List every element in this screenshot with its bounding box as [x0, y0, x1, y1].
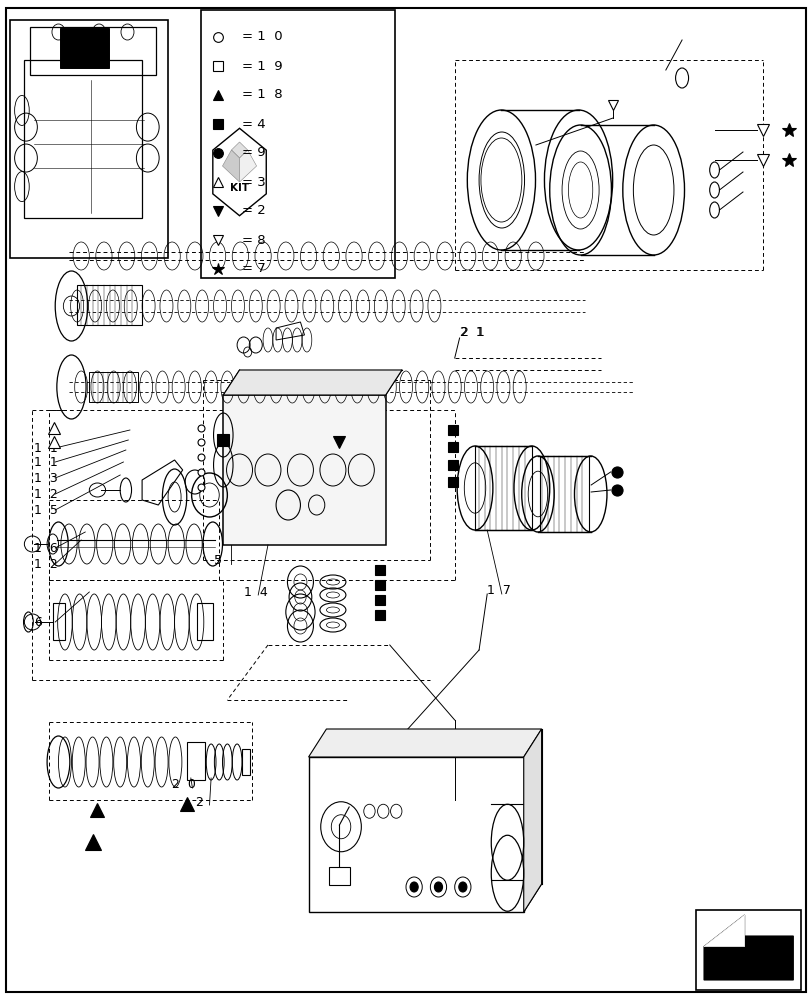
Text: = 8: = 8 — [242, 233, 265, 246]
Text: 2  1: 2 1 — [461, 326, 484, 338]
Bar — [223, 395, 385, 545]
Text: = 3: = 3 — [242, 176, 265, 188]
Text: = 1  0: = 1 0 — [242, 30, 282, 43]
Text: 1  6: 1 6 — [34, 542, 58, 554]
Text: KIT: KIT — [230, 183, 249, 193]
Bar — [539, 456, 588, 532]
Polygon shape — [231, 142, 247, 158]
Bar — [30, 27, 156, 75]
Bar — [328, 867, 350, 885]
Bar — [308, 757, 523, 912]
Text: 1: 1 — [335, 869, 343, 882]
Text: 1  3: 1 3 — [34, 472, 58, 485]
Text: 1  5: 1 5 — [34, 504, 58, 516]
Text: 2: 2 — [195, 796, 203, 808]
Text: = 1  8: = 1 8 — [242, 89, 282, 102]
Bar — [89, 372, 138, 402]
Text: 1  2: 1 2 — [34, 488, 58, 500]
Polygon shape — [308, 729, 541, 757]
Bar — [187, 742, 204, 780]
Text: = 7: = 7 — [242, 262, 265, 275]
Circle shape — [410, 882, 418, 892]
Text: = 9: = 9 — [242, 146, 265, 159]
Polygon shape — [223, 370, 401, 395]
Bar — [77, 285, 142, 325]
Bar — [474, 446, 531, 530]
Text: 1  7: 1 7 — [487, 584, 510, 596]
Polygon shape — [239, 150, 256, 182]
Polygon shape — [212, 128, 266, 216]
Text: 1  4: 1 4 — [243, 585, 267, 598]
Text: = 1  9: = 1 9 — [242, 60, 282, 73]
Bar — [53, 603, 65, 640]
Bar — [695, 910, 800, 990]
Bar — [201, 10, 394, 278]
Bar — [242, 749, 250, 775]
Text: 1  1: 1 1 — [34, 442, 58, 454]
Bar — [24, 60, 142, 218]
Text: = 4: = 4 — [242, 117, 265, 130]
Bar — [60, 28, 109, 68]
Polygon shape — [222, 150, 239, 182]
Polygon shape — [703, 915, 744, 946]
Bar — [196, 603, 212, 640]
Text: 1: 1 — [339, 866, 347, 880]
Text: 1  2: 1 2 — [34, 558, 58, 570]
Polygon shape — [523, 729, 541, 912]
Bar — [10, 20, 168, 258]
Text: 5: 5 — [213, 554, 221, 566]
Circle shape — [434, 882, 442, 892]
Text: 2  1: 2 1 — [459, 326, 483, 338]
Text: 6: 6 — [34, 615, 42, 629]
Text: = 2: = 2 — [242, 205, 265, 218]
Text: 2  0: 2 0 — [172, 778, 195, 790]
Polygon shape — [703, 915, 792, 980]
Circle shape — [458, 882, 466, 892]
Text: 1  1: 1 1 — [34, 456, 58, 468]
